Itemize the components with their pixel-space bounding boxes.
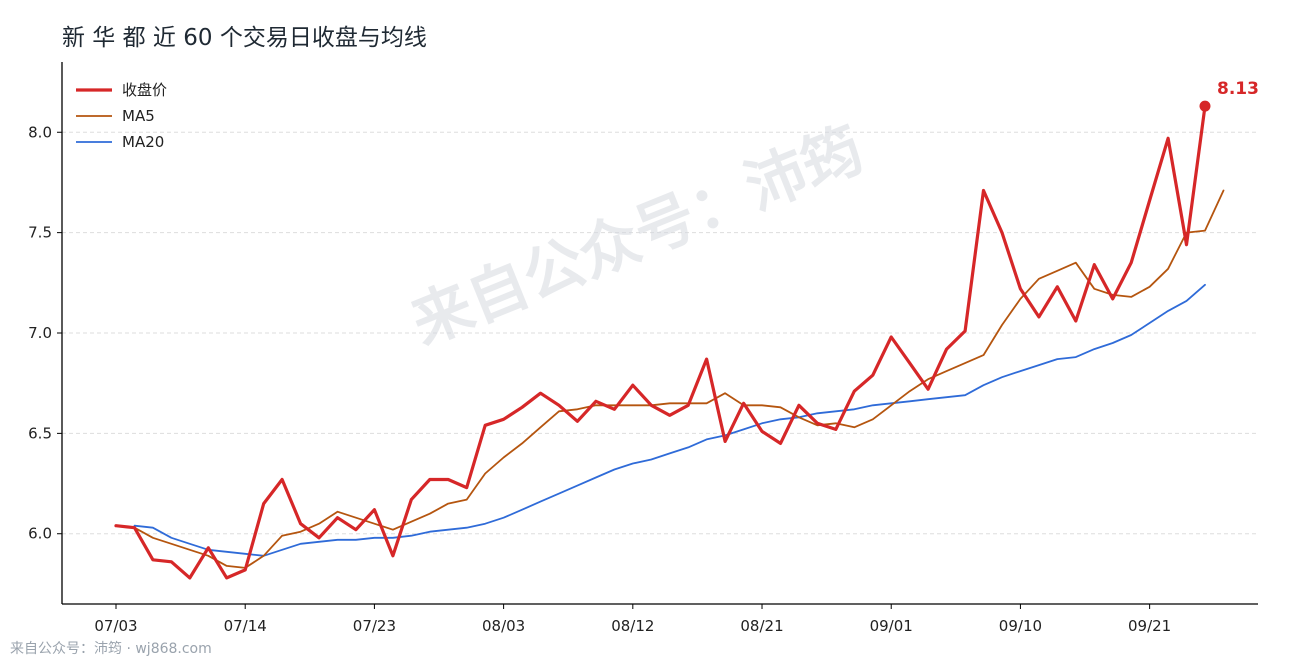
x-tick-label: 07/23 [353,617,396,635]
watermark-center: 来自公众号：沛筠 [402,114,873,359]
x-tick-label: 07/14 [224,617,267,635]
y-tick-label: 7.0 [28,324,52,342]
annotations: 8.13 [1199,79,1259,112]
series-lines [114,104,1225,580]
x-tick-label: 08/03 [482,617,525,635]
y-tick-label: 7.5 [28,224,52,242]
legend: 收盘价 MA5 MA20 [76,81,167,151]
x-tick-label: 08/21 [740,617,783,635]
x-tick-label: 09/01 [870,617,913,635]
watermark-bottom: 来自公众号：沛筠 · wj868.com [10,641,212,657]
legend-label: MA5 [122,107,155,125]
y-tick-label: 8.0 [28,123,52,141]
ma5-line [115,189,1225,569]
chart-title: 新 华 都 近 60 个交易日收盘与均线 [62,25,427,51]
close-price-line [114,104,1207,580]
last-close-point [1199,100,1211,112]
grid-lines [62,131,1258,535]
ma20-line [133,283,1206,557]
x-tick-label: 09/21 [1128,617,1171,635]
x-tick-label: 08/12 [611,617,654,635]
y-tick-label: 6.5 [28,424,52,442]
legend-label: 收盘价 [122,81,167,99]
legend-label: MA20 [122,133,164,151]
axes: 6.0 6.5 7.0 7.5 8.0 07/03 07/14 07/23 08/03 08/12… [28,62,1258,635]
x-tick-label: 07/03 [94,617,137,635]
last-close-label: 8.13 [1217,79,1259,99]
x-tick-label: 09/10 [999,617,1042,635]
y-tick-label: 6.0 [28,525,52,543]
